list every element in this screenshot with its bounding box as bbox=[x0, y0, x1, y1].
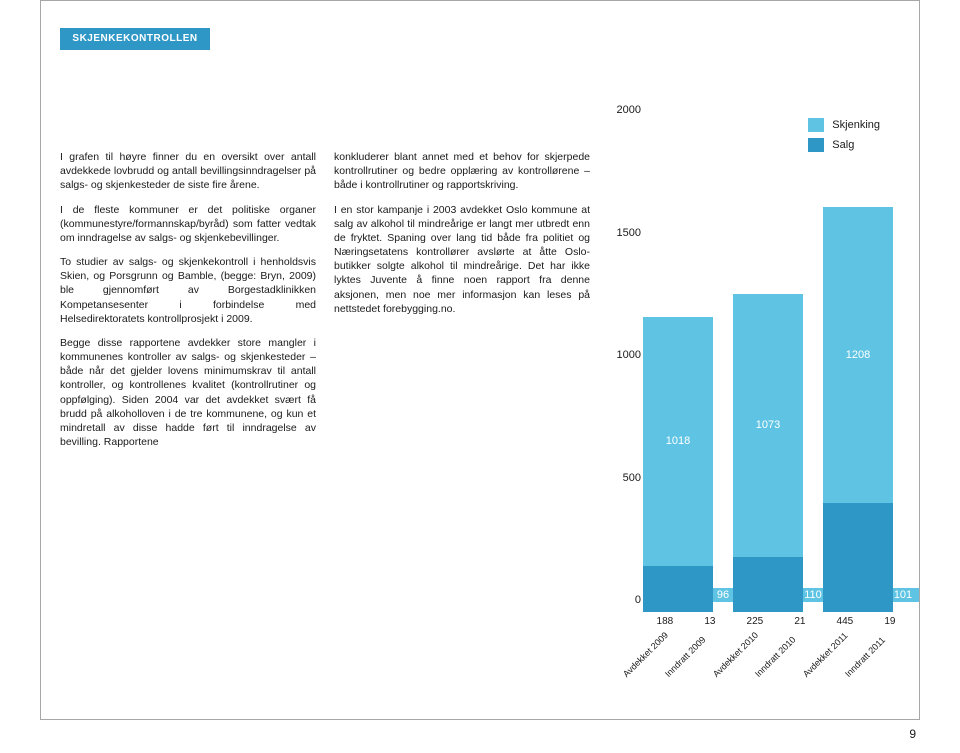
chart: Skjenking Salg 0500100015002000961018110… bbox=[615, 118, 910, 673]
x-value-label: 225 bbox=[733, 616, 777, 627]
bar-segment-salg bbox=[823, 503, 893, 612]
bar-value-label: 1073 bbox=[733, 419, 803, 431]
bar-segment-skjenking: 1073 bbox=[733, 294, 803, 557]
x-category-label: Inndratt 2011 bbox=[843, 635, 887, 679]
bar-segment-salg bbox=[733, 557, 803, 612]
y-tick-label: 2000 bbox=[611, 104, 641, 116]
body-text: I grafen til høyre finner du en oversikt… bbox=[60, 150, 590, 459]
para: To studier av salgs- og skjenkekontroll … bbox=[60, 255, 316, 326]
y-tick-label: 0 bbox=[611, 594, 641, 606]
chart-plot: 050010001500200096101811010731011208 bbox=[643, 122, 903, 612]
bar-value-label: 1208 bbox=[823, 349, 893, 361]
x-value-label: 445 bbox=[823, 616, 867, 627]
para: Begge disse rapportene avdekker store ma… bbox=[60, 336, 316, 449]
bar-segment-skjenking: 1018 bbox=[643, 317, 713, 566]
para: I grafen til høyre finner du en oversikt… bbox=[60, 150, 316, 193]
bar-segment-skjenking: 1208 bbox=[823, 207, 893, 503]
x-value-label: 188 bbox=[643, 616, 687, 627]
x-value-label: 13 bbox=[687, 616, 733, 627]
chart-x-labels: 18813Avdekket 2009Inndratt 200922521Avde… bbox=[643, 616, 903, 676]
bar-segment-salg bbox=[643, 566, 713, 612]
para: I de fleste kommuner er det politiske or… bbox=[60, 203, 316, 246]
y-tick-label: 1000 bbox=[611, 349, 641, 361]
para: I en stor kampanje i 2003 avdekket Oslo … bbox=[334, 203, 590, 316]
section-header: SKJENKEKONTROLLEN bbox=[60, 28, 210, 50]
x-value-label: 19 bbox=[867, 616, 913, 627]
x-category-label: Inndratt 2009 bbox=[663, 634, 708, 679]
bar-value-label: 1018 bbox=[643, 435, 713, 447]
page-number: 9 bbox=[909, 727, 916, 741]
y-tick-label: 500 bbox=[611, 472, 641, 484]
text-col-left: I grafen til høyre finner du en oversikt… bbox=[60, 150, 316, 459]
para: konkluderer blant annet med et behov for… bbox=[334, 150, 590, 193]
x-value-label: 21 bbox=[777, 616, 823, 627]
y-tick-label: 1500 bbox=[611, 227, 641, 239]
x-category-label: Inndratt 2010 bbox=[753, 634, 798, 679]
text-col-right: konkluderer blant annet med et behov for… bbox=[334, 150, 590, 459]
